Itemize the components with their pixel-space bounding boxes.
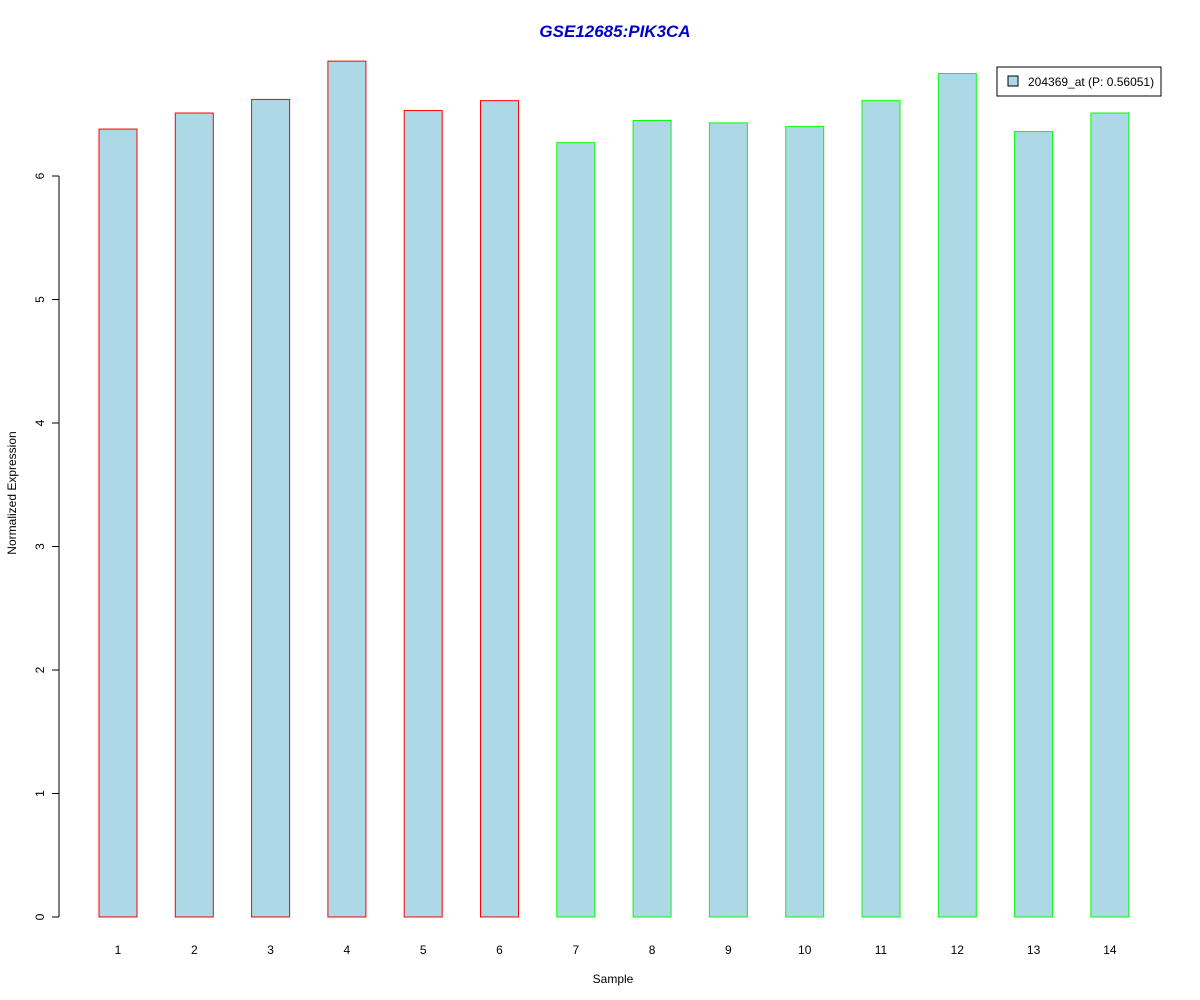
x-tick-label: 14 bbox=[1103, 943, 1117, 957]
legend-box bbox=[996, 66, 1162, 97]
x-tick-label: 10 bbox=[798, 943, 812, 957]
x-tick-label: 3 bbox=[267, 943, 274, 957]
bar-sample-10 bbox=[785, 126, 825, 918]
x-axis-ticks: 1 2 3 4 5 6 7 8 9 10 11 12 13 14 bbox=[115, 943, 1117, 957]
bar-sample-3 bbox=[251, 98, 291, 918]
x-tick-label: 12 bbox=[951, 943, 965, 957]
x-tick-label: 5 bbox=[420, 943, 427, 957]
y-axis: 0 1 2 3 4 5 6 bbox=[33, 172, 60, 920]
bar-sample-11 bbox=[861, 100, 901, 918]
x-tick-label: 4 bbox=[344, 943, 351, 957]
bar-sample-8 bbox=[632, 119, 672, 918]
legend-label: 204369_at (P: 0.56051) bbox=[1028, 75, 1154, 89]
x-tick-label: 11 bbox=[875, 943, 888, 957]
y-tick-label: 5 bbox=[33, 296, 47, 303]
bar-sample-9 bbox=[708, 122, 748, 918]
bar-sample-5 bbox=[403, 110, 443, 918]
bar-sample-14 bbox=[1090, 112, 1130, 918]
bar-sample-4 bbox=[327, 60, 367, 918]
bar-sample-2 bbox=[174, 112, 214, 918]
y-tick-label: 3 bbox=[33, 543, 47, 550]
legend: 204369_at (P: 0.56051) bbox=[996, 66, 1162, 97]
y-axis-label: Normalized Expression bbox=[5, 431, 19, 554]
y-tick-label: 1 bbox=[33, 790, 47, 797]
bar-sample-7 bbox=[556, 142, 596, 918]
chart-title: GSE12685:PIK3CA bbox=[539, 22, 690, 41]
bar-sample-6 bbox=[480, 100, 519, 918]
bar-sample-1 bbox=[98, 128, 138, 918]
bar-sample-13 bbox=[1014, 131, 1054, 918]
x-tick-label: 1 bbox=[115, 943, 122, 957]
x-tick-label: 7 bbox=[572, 943, 579, 957]
x-tick-label: 9 bbox=[725, 943, 732, 957]
bars bbox=[98, 60, 1130, 918]
bar-sample-12 bbox=[937, 72, 977, 918]
y-tick-label: 2 bbox=[33, 666, 47, 673]
y-tick-label: 6 bbox=[33, 172, 47, 179]
x-tick-label: 8 bbox=[649, 943, 656, 957]
y-tick-label: 4 bbox=[33, 419, 47, 426]
x-axis-label: Sample bbox=[593, 972, 634, 986]
y-tick-label: 0 bbox=[33, 913, 47, 920]
legend-swatch bbox=[1007, 75, 1019, 87]
x-tick-label: 13 bbox=[1027, 943, 1041, 957]
x-tick-label: 2 bbox=[191, 943, 198, 957]
x-tick-label: 6 bbox=[496, 943, 503, 957]
